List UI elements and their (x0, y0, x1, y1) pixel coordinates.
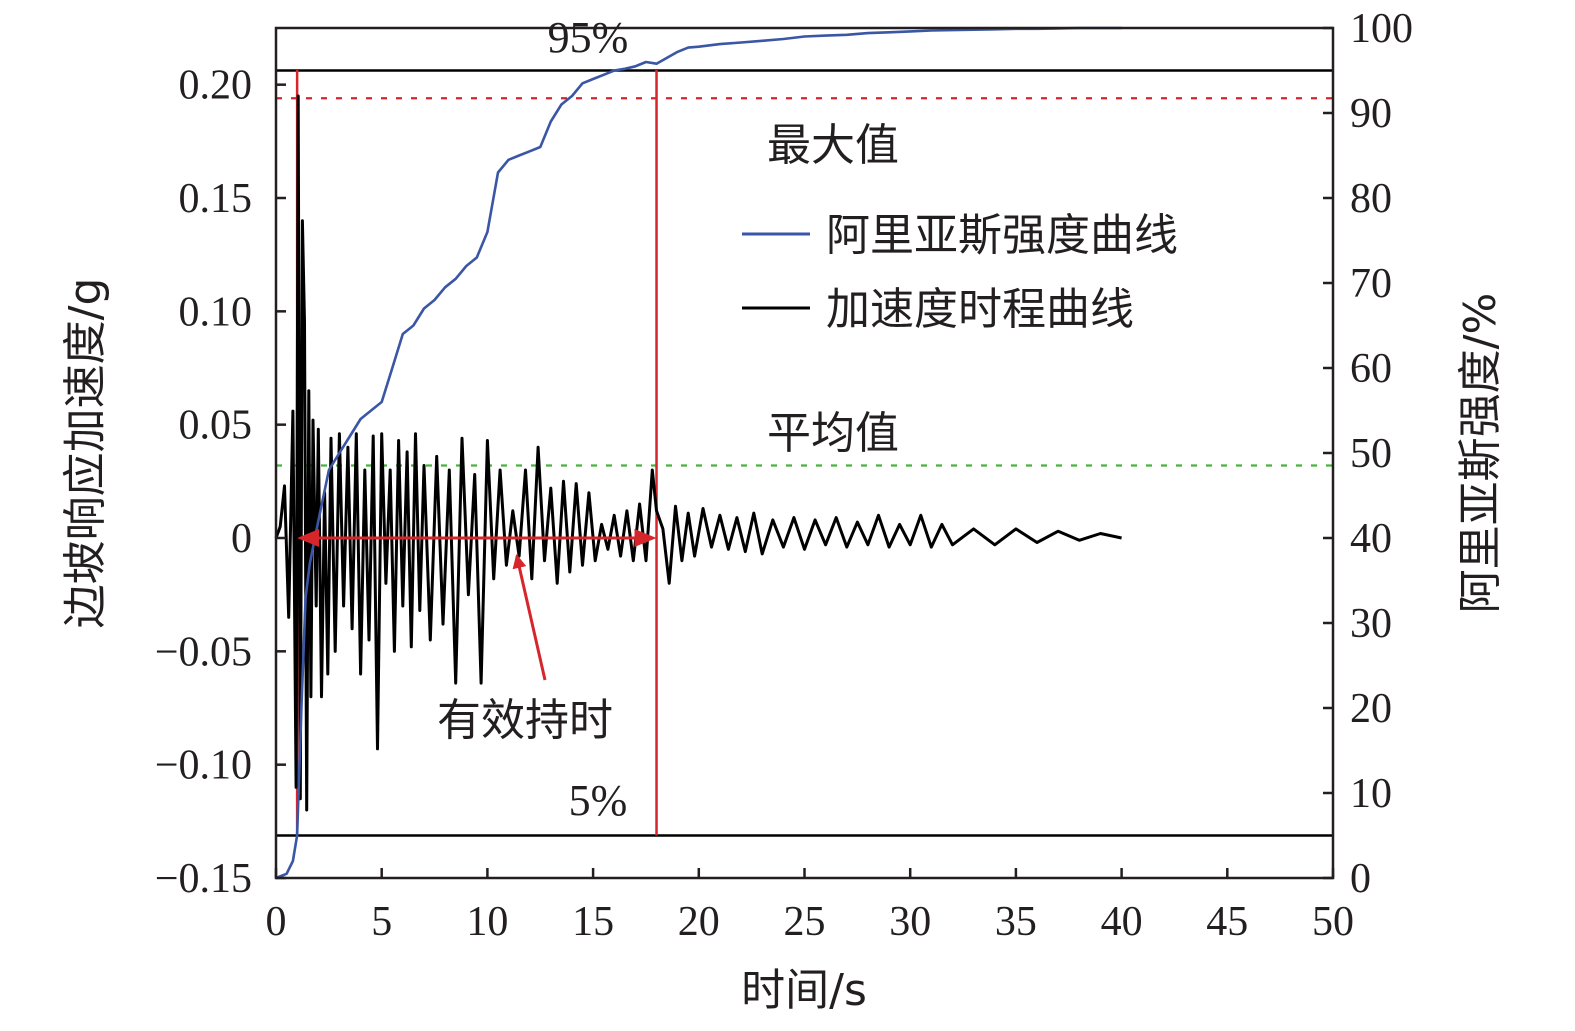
x-tick-label: 0 (266, 899, 287, 945)
y-right-tick-label: 10 (1350, 771, 1392, 817)
y-left-tick-label: −0.10 (155, 743, 252, 789)
y-axis-right: 0 10 20 30 40 50 60 70 80 90 100 (1323, 6, 1413, 902)
y-right-tick-label: 20 (1350, 686, 1392, 732)
reference-label-2: 95% (548, 13, 629, 62)
y-right-tick-label: 100 (1350, 6, 1413, 52)
legend-label-1: 加速度时程曲线 (826, 284, 1134, 335)
x-axis: 0 5 10 15 20 25 30 35 40 45 50 (266, 868, 1354, 945)
y-left-tick-label: 0.20 (179, 63, 253, 109)
x-tick-label: 25 (784, 899, 826, 945)
axis-titles: 时间/s 边坡响应加速度/g 阿里亚斯强度/% (60, 278, 1506, 1016)
x-tick-label: 30 (889, 899, 931, 945)
duration-pointer-arrow (512, 554, 547, 681)
reference-label-3: 5% (569, 776, 628, 825)
y-left-tick-label: −0.15 (155, 856, 252, 902)
x-tick-label: 50 (1312, 899, 1354, 945)
y-left-tick-label: −0.05 (155, 629, 252, 675)
x-tick-label: 5 (371, 899, 392, 945)
x-tick-label: 15 (572, 899, 614, 945)
series-line-0 (275, 26, 1122, 880)
y-right-tick-label: 30 (1350, 601, 1392, 647)
y-right-tick-label: 90 (1350, 91, 1392, 137)
y-right-tick-label: 50 (1350, 431, 1392, 477)
x-tick-label: 10 (466, 899, 508, 945)
duration-annotation (297, 529, 657, 681)
x-tick-label: 45 (1206, 899, 1248, 945)
duration-arrow-head-right (634, 529, 657, 547)
series-line-1 (274, 94, 1122, 812)
arias-series (275, 26, 1122, 880)
y-right-tick-label: 80 (1350, 176, 1392, 222)
reference-label-1: 平均值 (767, 408, 899, 459)
y-left-tick-label: 0 (231, 516, 252, 562)
y-left-tick-label: 0.15 (179, 176, 253, 222)
y-right-tick-label: 0 (1350, 856, 1371, 902)
y-right-tick-label: 40 (1350, 516, 1392, 562)
reference-lines (276, 69, 1333, 837)
duration-arrow-head-left (297, 529, 320, 547)
x-axis-title: 时间/s (741, 965, 867, 1016)
acceleration-series (274, 94, 1122, 812)
y-right-tick-label: 60 (1350, 346, 1392, 392)
x-tick-label: 20 (678, 899, 720, 945)
y-left-tick-label: 0.10 (179, 289, 253, 335)
y-axis-right-title: 阿里亚斯强度/% (1455, 293, 1506, 614)
reference-label-0: 最大值 (767, 120, 899, 171)
y-axis-left: −0.15 −0.10 −0.05 0 0.05 0.10 0.15 0.20 (155, 63, 286, 902)
x-tick-label: 40 (1101, 899, 1143, 945)
y-right-tick-label: 70 (1350, 261, 1392, 307)
x-tick-label: 35 (995, 899, 1037, 945)
duration-label: 有效持时 (437, 695, 613, 746)
legend-label-0: 阿里亚斯强度曲线 (826, 210, 1178, 261)
y-left-tick-label: 0.05 (179, 403, 253, 449)
y-axis-left-title: 边坡响应加速度/g (60, 278, 111, 629)
